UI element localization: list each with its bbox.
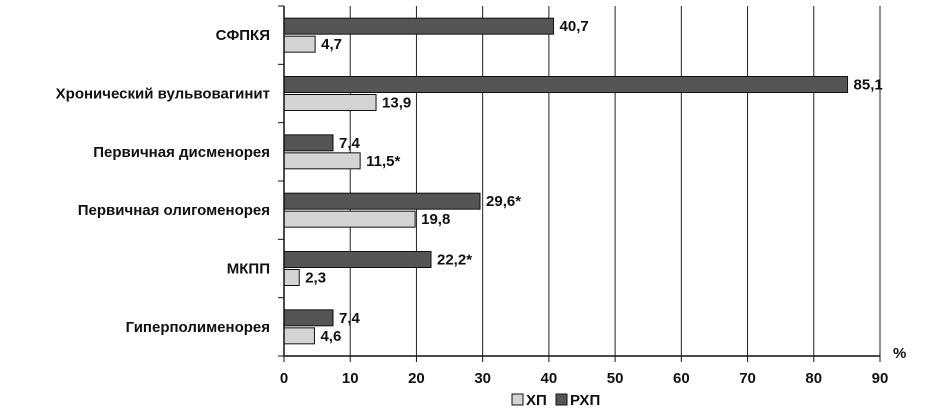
legend: ХП РХП: [511, 392, 600, 409]
bar-xp: [283, 269, 300, 286]
x-tick-label: 0: [280, 370, 288, 387]
legend-swatch: [555, 393, 568, 406]
x-tick-label: 80: [805, 370, 822, 387]
bar-rxp: [283, 192, 481, 210]
data-label: 40,7: [560, 18, 589, 35]
category-label: Первичная дисменорея: [93, 144, 270, 161]
bar-rxp: [283, 17, 555, 35]
legend-label: РХП: [570, 392, 600, 409]
data-label: 7,4: [339, 135, 361, 152]
data-label: 13,9: [382, 95, 411, 112]
x-tick-label: 30: [474, 370, 491, 387]
category-label: Хронический вульвовагинит: [56, 86, 270, 103]
x-tick-label: 10: [342, 370, 359, 387]
bar-xp: [283, 94, 377, 111]
data-label: 7,4: [339, 310, 361, 327]
category-label: МКПП: [227, 261, 270, 278]
x-tick-label: 50: [607, 370, 624, 387]
x-tick-label: 90: [872, 370, 889, 387]
data-label: 11,5*: [366, 153, 400, 170]
x-tick-label: 70: [739, 370, 756, 387]
bar-rxp: [283, 76, 849, 93]
data-label: 29,6*: [486, 193, 521, 210]
data-label: 4,7: [321, 36, 342, 53]
labels: 40,7 4,7 СФПКЯ 85,1 13,9 Хронический вульвова…: [56, 18, 883, 345]
x-tick-label: 40: [541, 370, 558, 387]
gridlines: [349, 6, 881, 356]
bar-xp: [283, 35, 316, 53]
bar-xp: [283, 327, 315, 345]
bar-rxp: [283, 134, 334, 152]
bar-xp: [283, 210, 416, 228]
data-label: 22,2*: [437, 252, 472, 269]
data-label: 4,6: [320, 328, 341, 345]
bar-xp: [283, 152, 361, 170]
bar-rxp: [283, 251, 432, 268]
data-label: 85,1: [854, 77, 883, 94]
data-label: 2,3: [305, 270, 326, 287]
x-tick-label: 20: [408, 370, 425, 387]
category-label: Первичная олигоменорея: [78, 202, 270, 219]
data-label: 19,8: [421, 211, 450, 228]
bar-rxp: [283, 309, 334, 327]
bars: [283, 17, 849, 345]
x-axis: 0 10 20 30 40 50 60 70 80 90%: [278, 5, 906, 387]
category-label: Гиперполименорея: [126, 319, 270, 336]
x-unit-label: %: [893, 345, 906, 362]
legend-swatch: [511, 393, 524, 406]
category-label: СФПКЯ: [216, 27, 270, 44]
x-tick-label: 60: [673, 370, 690, 387]
legend-label: ХП: [526, 392, 547, 409]
